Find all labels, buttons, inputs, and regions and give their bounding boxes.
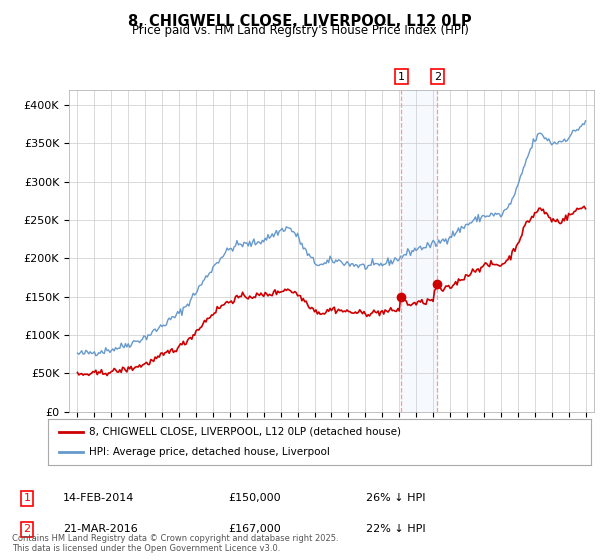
Text: 8, CHIGWELL CLOSE, LIVERPOOL, L12 0LP (detached house): 8, CHIGWELL CLOSE, LIVERPOOL, L12 0LP (d… <box>89 427 401 437</box>
Text: 1: 1 <box>398 72 405 82</box>
Text: £150,000: £150,000 <box>228 493 281 503</box>
Text: HPI: Average price, detached house, Liverpool: HPI: Average price, detached house, Live… <box>89 447 329 457</box>
Text: £167,000: £167,000 <box>228 524 281 534</box>
Text: 26% ↓ HPI: 26% ↓ HPI <box>366 493 425 503</box>
Text: 22% ↓ HPI: 22% ↓ HPI <box>366 524 425 534</box>
Text: 21-MAR-2016: 21-MAR-2016 <box>63 524 138 534</box>
Text: Price paid vs. HM Land Registry's House Price Index (HPI): Price paid vs. HM Land Registry's House … <box>131 24 469 37</box>
Text: 1: 1 <box>23 493 31 503</box>
Text: 2: 2 <box>434 72 441 82</box>
Text: 2: 2 <box>23 524 31 534</box>
Text: Contains HM Land Registry data © Crown copyright and database right 2025.
This d: Contains HM Land Registry data © Crown c… <box>12 534 338 553</box>
Bar <box>401 90 437 412</box>
Text: 14-FEB-2014: 14-FEB-2014 <box>63 493 134 503</box>
Text: 8, CHIGWELL CLOSE, LIVERPOOL, L12 0LP: 8, CHIGWELL CLOSE, LIVERPOOL, L12 0LP <box>128 14 472 29</box>
